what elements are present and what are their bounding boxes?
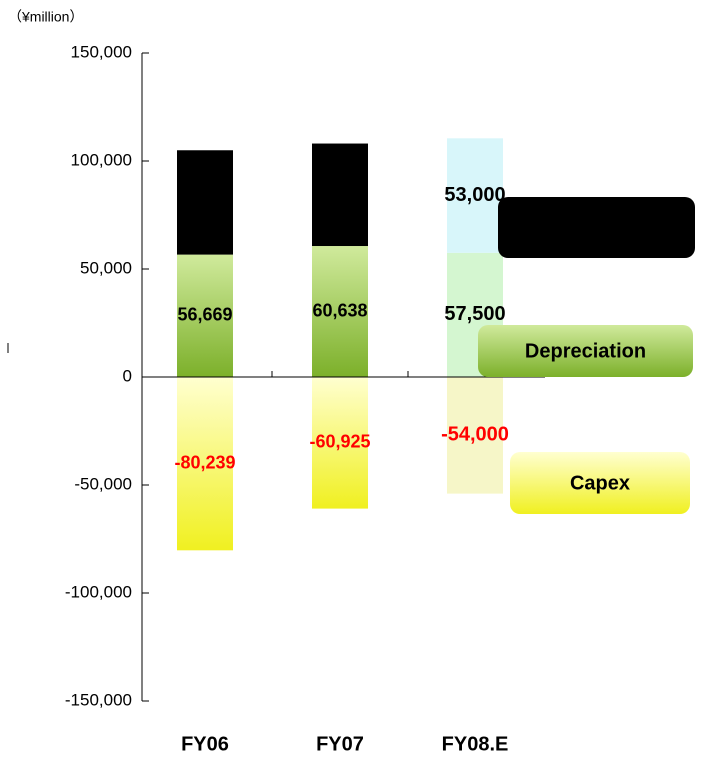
- bar-segment: [312, 377, 368, 509]
- legend-box: [498, 197, 695, 258]
- bar-segment: [312, 143, 368, 247]
- x-tick-label: FY08.E: [442, 733, 509, 755]
- y-tick-label: 150,000: [71, 42, 132, 61]
- data-label: 60,638: [312, 300, 367, 320]
- legend-label: Net Income: [543, 217, 651, 239]
- bar-segment: [177, 150, 233, 255]
- data-label: 57,500: [444, 303, 505, 325]
- data-label: 56,669: [177, 305, 232, 325]
- y-tick-label: 50,000: [80, 258, 132, 277]
- legend-box: [478, 325, 693, 377]
- bar-segment: [447, 377, 503, 494]
- data-label: 48,304: [177, 191, 232, 211]
- data-label: -80,239: [174, 452, 235, 472]
- x-tick-label: FY06: [181, 733, 229, 755]
- data-label: 47,446: [312, 184, 367, 204]
- bar-segment: [177, 377, 233, 551]
- y-tick-label: 100,000: [71, 150, 132, 169]
- bar-segment: [177, 254, 233, 377]
- bar-segment: [312, 246, 368, 377]
- legend-label: Capex: [570, 472, 630, 494]
- y-tick-label: -100,000: [65, 582, 132, 601]
- x-tick-label: FY07: [316, 733, 364, 755]
- y-tick-label: -50,000: [74, 474, 132, 493]
- y-tick-label: -150,000: [65, 690, 132, 709]
- data-label: 53,000: [444, 184, 505, 206]
- bar-segment: [447, 138, 503, 253]
- data-label: -54,000: [441, 424, 509, 446]
- legend-box: [510, 452, 690, 514]
- legend-label: Depreciation: [525, 340, 646, 362]
- data-label: -60,925: [309, 432, 370, 452]
- unit-label: （¥million）: [8, 9, 83, 25]
- y-tick-label: 0: [123, 366, 132, 385]
